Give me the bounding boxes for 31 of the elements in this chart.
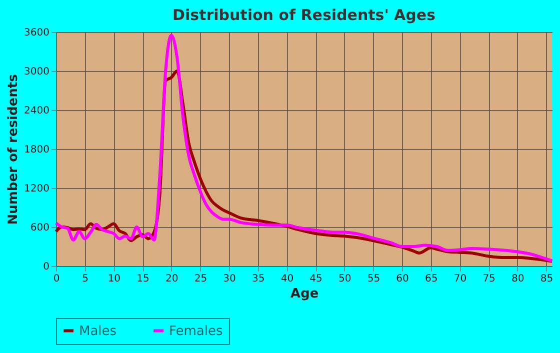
y-axis-title: Number of residents	[6, 74, 22, 225]
y-tick-label: 2400	[24, 106, 50, 116]
y-tick-label: 3000	[24, 66, 50, 78]
x-tick-label: 20	[165, 274, 178, 284]
chart-title: Distribution of Residents' Ages	[172, 6, 436, 24]
x-tick-label: 5	[82, 274, 89, 284]
x-tick-label: 30	[223, 274, 236, 284]
legend-label: Females	[169, 324, 224, 339]
x-tick-label: 60	[396, 274, 409, 284]
x-tick-label: 70	[454, 274, 467, 284]
line-series	[54, 34, 554, 262]
y-tick-label: 1200	[24, 184, 50, 194]
x-tick-label: 85	[540, 274, 554, 284]
y-tick-label: 1800	[24, 144, 50, 156]
y-tick-label: 600	[30, 222, 50, 234]
x-tick-label: 80	[512, 274, 524, 284]
x-tick-label: 15	[136, 274, 150, 284]
legend-label: Males	[79, 324, 117, 339]
x-axis-title: Age	[290, 286, 319, 302]
y-tick-label: 3600	[24, 28, 50, 38]
x-tick-label: 10	[108, 274, 121, 284]
x-tick-label: 25	[194, 274, 208, 284]
y-tick-label: 0	[43, 262, 50, 272]
x-tick-label: 40	[280, 274, 294, 284]
x-tick-label: 45	[310, 274, 322, 284]
x-tick-label: 0	[53, 274, 60, 284]
x-tick-label: 35	[252, 274, 265, 284]
x-tick-label: 65	[425, 274, 438, 284]
x-tick-label: 50	[338, 274, 352, 284]
x-tick-label: 55	[367, 274, 380, 284]
x-tick-label: 75	[482, 274, 496, 284]
